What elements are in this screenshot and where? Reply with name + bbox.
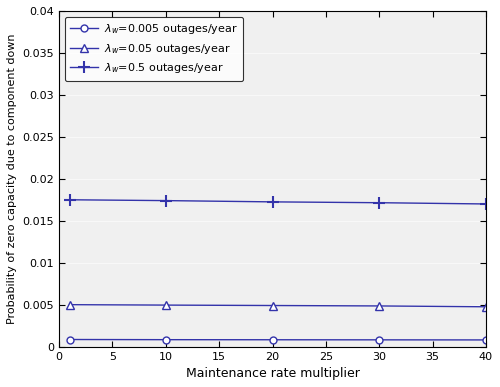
- Line: $\lambda_w$=0.005 outages/year: $\lambda_w$=0.005 outages/year: [66, 336, 490, 343]
- Legend: $\lambda_w$=0.005 outages/year, $\lambda_w$=0.05 outages/year, $\lambda_w$=0.5 o: $\lambda_w$=0.005 outages/year, $\lambda…: [64, 17, 243, 81]
- $\lambda_w$=0.5 outages/year: [483, 202, 489, 206]
- $\lambda_w$=0.05 outages/year: [163, 303, 169, 307]
- $\lambda_w$=0.005 outages/year: [483, 337, 489, 342]
- $\lambda_w$=0.5 outages/year: [163, 198, 169, 203]
- $\lambda_w$=0.005 outages/year: [163, 337, 169, 342]
- $\lambda_w$=0.5 outages/year: [270, 200, 276, 204]
- Line: $\lambda_w$=0.05 outages/year: $\lambda_w$=0.05 outages/year: [66, 301, 490, 311]
- Y-axis label: Probability of zero capacity due to component down: Probability of zero capacity due to comp…: [7, 34, 17, 324]
- $\lambda_w$=0.05 outages/year: [376, 304, 382, 308]
- $\lambda_w$=0.5 outages/year: [67, 197, 73, 202]
- $\lambda_w$=0.05 outages/year: [270, 303, 276, 308]
- X-axis label: Maintenance rate multiplier: Maintenance rate multiplier: [186, 367, 360, 380]
- $\lambda_w$=0.005 outages/year: [376, 337, 382, 342]
- $\lambda_w$=0.005 outages/year: [270, 337, 276, 342]
- $\lambda_w$=0.005 outages/year: [67, 337, 73, 342]
- Line: $\lambda_w$=0.5 outages/year: $\lambda_w$=0.5 outages/year: [64, 194, 492, 209]
- $\lambda_w$=0.05 outages/year: [483, 305, 489, 309]
- $\lambda_w$=0.5 outages/year: [376, 200, 382, 205]
- $\lambda_w$=0.05 outages/year: [67, 302, 73, 307]
